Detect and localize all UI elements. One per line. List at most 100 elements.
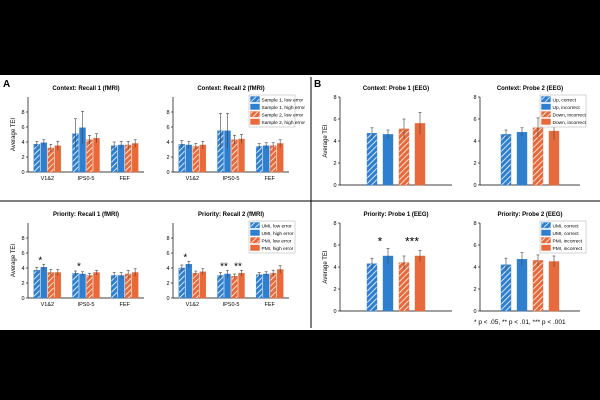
bar	[72, 273, 79, 299]
legend-swatch	[541, 118, 551, 125]
chart-title: Priority: Recall 2 (fMRI)	[198, 212, 264, 218]
bar	[382, 255, 394, 312]
significance-marker: *	[378, 234, 383, 248]
chart-title: Context: Probe 1 (EEG)	[363, 86, 429, 92]
chart-priority_probe1: Priority: Probe 1 (EEG) 0 2 4 6 8 Average TEI *…	[323, 212, 452, 315]
y-tick-label: 8	[333, 221, 336, 227]
y-tick-label: 0	[333, 309, 336, 315]
y-tick-label: 6	[333, 243, 336, 249]
bar	[192, 146, 200, 173]
y-tick-label: 2	[166, 155, 169, 161]
y-tick-label: 6	[166, 125, 169, 131]
bar	[414, 255, 426, 312]
chart-recall1: Context: Recall 1 (fMRI) 0 2 4 6 8 Average TEI…	[11, 86, 144, 182]
bar	[398, 262, 410, 312]
y-tick-label: 0	[166, 170, 169, 176]
y-tick-label: 2	[333, 161, 336, 167]
y-tick-label: 2	[21, 155, 24, 161]
significance-marker: **	[234, 261, 242, 272]
bar	[33, 270, 41, 299]
y-tick-label: 0	[473, 183, 476, 189]
bar	[178, 144, 186, 173]
x-tick-label: V1&2	[186, 176, 199, 182]
legend-swatch	[541, 222, 551, 229]
bar	[500, 264, 512, 312]
legend-label: Up, correct	[553, 97, 577, 103]
legend-swatch	[250, 111, 260, 118]
bar	[110, 145, 118, 173]
y-tick-label: 0	[21, 170, 24, 176]
significance-marker: *	[77, 261, 81, 272]
y-axis-label: Average TEI	[11, 118, 17, 151]
y-tick-label: 4	[21, 266, 24, 272]
bar	[255, 274, 263, 299]
x-tick-label: FEF	[119, 302, 130, 308]
chart-title: Priority: Probe 2 (EEG)	[497, 212, 562, 218]
x-tick-label: IPS0-5	[78, 302, 95, 308]
bar	[276, 143, 284, 173]
x-tick-label: FEF	[264, 302, 275, 308]
bar	[117, 275, 125, 299]
legend-swatch	[541, 111, 551, 118]
bar	[131, 272, 139, 299]
bar	[366, 263, 378, 312]
y-tick-label: 6	[473, 243, 476, 249]
panel-label-a: A	[3, 79, 10, 90]
bar	[131, 143, 139, 173]
bar	[86, 139, 93, 173]
y-tick-label: 8	[166, 236, 169, 242]
bar	[110, 275, 118, 299]
bar	[199, 144, 207, 173]
bar	[262, 273, 270, 299]
bar	[47, 272, 55, 299]
x-tick-label: IPS0-5	[223, 176, 240, 182]
chart-title: Priority: Recall 1 (fMRI)	[53, 212, 119, 218]
y-tick-label: 8	[21, 236, 24, 242]
legend-swatch	[250, 222, 260, 229]
bar	[33, 144, 41, 173]
bar	[516, 259, 528, 312]
chart-priority_recall2: Priority: Recall 2 (fMRI) 0 2 4 6 8 V1&2 IPS0-5…	[166, 212, 296, 308]
bar	[93, 272, 100, 299]
bar	[231, 276, 238, 299]
bar	[217, 275, 224, 299]
x-tick-label: IPS0-5	[223, 302, 240, 308]
y-tick-label: 8	[21, 110, 24, 116]
legend-label: UMI, low error	[262, 223, 293, 229]
y-tick-label: 2	[473, 287, 476, 293]
chart-probe2: Context: Probe 2 (EEG) 0 2 4 6 8 Up, correct Up…	[473, 86, 586, 189]
bar	[262, 145, 270, 173]
y-tick-label: 8	[333, 95, 336, 101]
legend-swatch	[250, 229, 260, 236]
legend-label: PMI, incorrect	[553, 238, 583, 244]
significance-marker: *	[183, 252, 187, 263]
bar	[93, 138, 100, 173]
y-axis-label: Average TEI	[323, 124, 329, 157]
legend-label: UMI, correct	[553, 231, 580, 237]
y-tick-label: 0	[333, 183, 336, 189]
legend-label: Sample 2, high error	[262, 120, 306, 126]
significance-marker: **	[220, 261, 228, 272]
y-tick-label: 6	[21, 251, 24, 257]
y-tick-label: 8	[473, 95, 476, 101]
bar	[185, 144, 193, 173]
x-tick-label: IPS0-5	[78, 176, 95, 182]
legend-label: PMI, incorrect	[553, 246, 583, 252]
x-tick-label: V1&2	[41, 176, 54, 182]
bar	[231, 139, 238, 173]
legend-label: UMI, correct	[553, 223, 580, 229]
bar	[40, 142, 48, 173]
legend-swatch	[250, 244, 260, 251]
bar	[255, 146, 263, 173]
bar	[79, 273, 86, 299]
bar	[500, 134, 512, 186]
bar	[86, 275, 93, 299]
chart-priority_recall1: Priority: Recall 1 (fMRI) 0 2 4 6 8 Average TE…	[11, 212, 144, 308]
panel-label-b: B	[314, 79, 321, 90]
bar	[124, 144, 132, 173]
y-tick-label: 4	[166, 266, 169, 272]
figure-canvas: A B * p < .05, ** p < .01, *** p < .001 …	[0, 75, 600, 330]
chart-title: Context: Probe 2 (EEG)	[497, 86, 563, 92]
legend-label: PMI, high error	[262, 246, 294, 252]
significance-marker: ***	[405, 234, 419, 248]
